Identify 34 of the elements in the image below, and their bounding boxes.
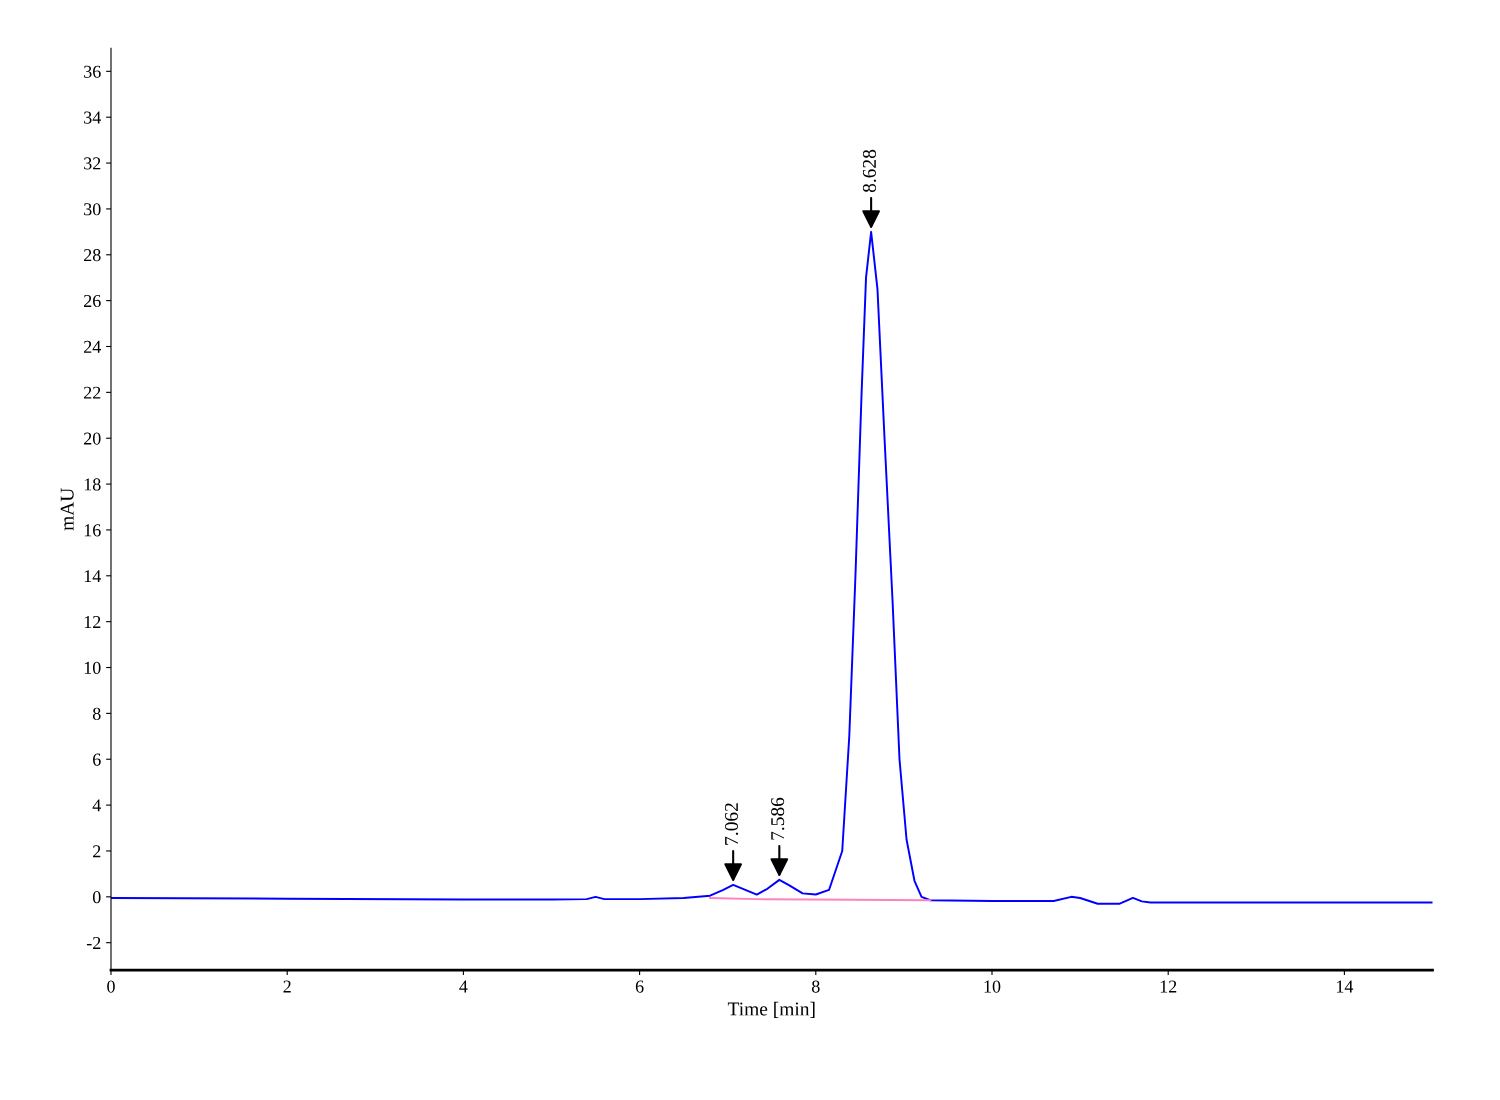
y-tick-label: 8 [92, 707, 101, 720]
y-axis-title: mAU [60, 488, 74, 531]
x-tick-label: 8 [811, 980, 820, 993]
x-tick-label: 0 [107, 980, 115, 993]
y-tick-label: 24 [84, 340, 101, 353]
annotation: 7.062 [724, 803, 739, 845]
y-tick-label: 16 [84, 524, 101, 537]
y-tick-label: 28 [84, 249, 101, 262]
y-tick-label: 4 [92, 799, 101, 812]
line-series [111, 230, 1433, 905]
y-tick-label: 12 [84, 615, 101, 628]
annotation: 8.628 [862, 149, 877, 193]
x-tick-label: 12 [1160, 980, 1177, 993]
y-tick-label: 2 [93, 845, 101, 858]
y-tick-label: 36 [84, 65, 101, 78]
y-tick-label: 32 [84, 157, 101, 170]
y-tick-label: 22 [84, 386, 101, 399]
y-tick-label: 20 [84, 432, 101, 445]
y-tick-label: 26 [84, 294, 101, 308]
y-tick-label: 18 [84, 478, 101, 491]
y-tick-label: 10 [84, 661, 101, 674]
y-tick-label: 14 [84, 570, 101, 583]
y-tick-label: 30 [84, 203, 101, 216]
x-tick-label: 4 [459, 980, 468, 993]
x-tick-label: 14 [1336, 980, 1354, 993]
x-tick-label: 10 [984, 980, 1001, 993]
x-tick-label: 2 [283, 980, 291, 993]
y-tick-label: 0 [92, 891, 101, 904]
y-tick-label: 34 [84, 111, 101, 124]
x-tick-label: 6 [635, 980, 644, 993]
y-tick-label: -2 [86, 936, 101, 949]
annotation: 7.586 [771, 797, 785, 840]
y-tick-label: 6 [93, 753, 101, 766]
x-axis-title: Time [min] [727, 1001, 815, 1018]
